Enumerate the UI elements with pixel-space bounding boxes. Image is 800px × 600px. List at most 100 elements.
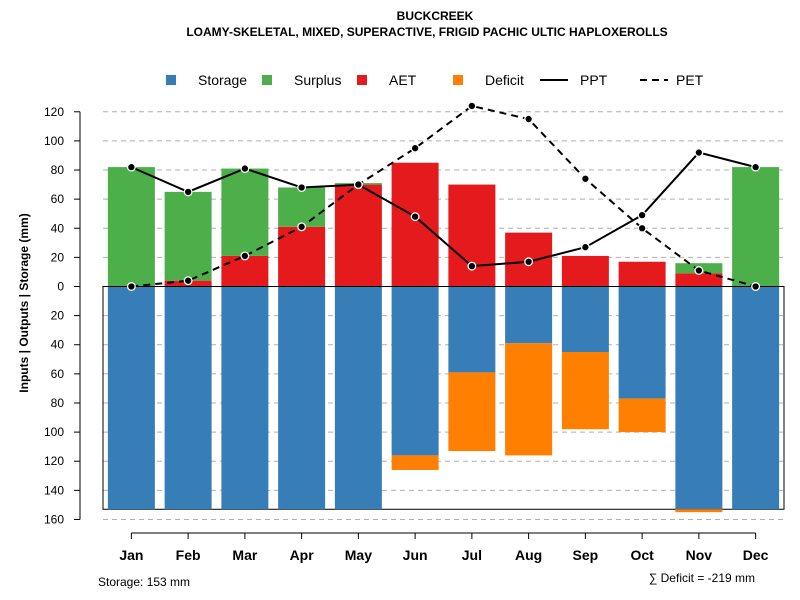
storage-bar xyxy=(448,286,496,373)
y-tick-label: 20 xyxy=(51,309,65,323)
aet-bar xyxy=(334,184,382,287)
surplus-bar xyxy=(107,167,155,287)
y-tick-label: 80 xyxy=(51,163,65,177)
deficit-note: ∑ Deficit = -219 mm xyxy=(649,571,755,585)
legend-swatch-deficit xyxy=(453,75,463,85)
x-tick-label: Aug xyxy=(515,547,542,563)
pet-point xyxy=(240,251,250,261)
deficit-bar xyxy=(618,398,666,433)
aet-bar xyxy=(561,255,609,287)
ppt-point xyxy=(410,212,420,222)
ppt-point xyxy=(183,187,193,197)
pet-point xyxy=(183,276,193,286)
x-tick-label: Jan xyxy=(119,547,143,563)
x-tick-label: Feb xyxy=(176,547,201,563)
pet-line xyxy=(131,104,756,288)
deficit-bar xyxy=(675,509,723,513)
x-tick-label: Oct xyxy=(630,547,654,563)
ppt-point xyxy=(297,183,307,192)
surplus-bar xyxy=(221,168,269,256)
storage-note: Storage: 153 mm xyxy=(98,575,190,589)
storage-bar xyxy=(561,286,609,353)
storage-bar xyxy=(505,286,553,344)
aet-bar xyxy=(278,226,326,287)
ppt-point xyxy=(694,148,704,157)
legend-label-surplus: Surplus xyxy=(294,72,341,88)
ppt-line xyxy=(130,151,756,268)
pet-point xyxy=(297,222,307,232)
storage-bar xyxy=(675,286,723,510)
aet-bar xyxy=(675,273,723,287)
pet-point xyxy=(126,282,136,291)
legend-label-deficit: Deficit xyxy=(485,72,524,88)
surplus-bar xyxy=(732,167,780,287)
x-tick-label: Apr xyxy=(290,547,315,563)
storage-bar xyxy=(164,286,212,510)
ppt-point xyxy=(580,242,590,252)
aet-bar xyxy=(448,184,496,287)
x-tick-label: Dec xyxy=(743,547,769,563)
deficit-bar xyxy=(391,455,439,470)
y-tick-label: 40 xyxy=(51,221,65,235)
chart-title: BUCKCREEK xyxy=(397,9,474,23)
y-tick-label: 100 xyxy=(44,134,64,148)
y-tick-label: 60 xyxy=(51,192,65,206)
legend-swatch-surplus xyxy=(262,75,272,85)
pet-point xyxy=(751,282,761,291)
y-tick-label: 100 xyxy=(44,425,64,439)
gridlines xyxy=(103,111,784,520)
legend-swatch-aet xyxy=(357,75,367,85)
y-tick-label: 40 xyxy=(51,338,65,352)
x-tick-label: Nov xyxy=(686,547,713,563)
pet-point xyxy=(580,174,590,184)
legend-label-aet: AET xyxy=(389,72,417,88)
aet-bar xyxy=(391,162,439,287)
pet-point xyxy=(467,101,477,111)
aet-bar xyxy=(618,261,666,287)
surplus-bar xyxy=(164,191,212,281)
ppt-point xyxy=(524,257,534,267)
ppt-point xyxy=(353,180,363,190)
y-tick-label: 0 xyxy=(57,280,64,294)
ppt-point xyxy=(467,261,477,271)
storage-bar xyxy=(334,286,382,510)
y-axis-label: Inputs | Outputs | Storage (mm) xyxy=(17,213,31,392)
surplus-bar xyxy=(278,187,326,227)
y-tick-label: 20 xyxy=(51,250,65,264)
y-tick-label: 140 xyxy=(44,483,64,497)
y-tick-label: 120 xyxy=(44,105,64,119)
storage-bar xyxy=(107,286,155,510)
x-tick-label: Jul xyxy=(462,547,482,563)
deficit-bar xyxy=(505,343,553,456)
x-tick-label: Sep xyxy=(573,547,599,563)
legend: Storage Surplus AET Deficit PPT PET xyxy=(166,72,704,88)
ppt-point xyxy=(240,164,250,174)
y-tick-label: 120 xyxy=(44,454,64,468)
ppt-point xyxy=(637,210,647,220)
y-tick-label: 160 xyxy=(44,512,64,526)
legend-label-storage: Storage xyxy=(198,72,247,88)
axes: 120 100 80 60 40 20 0 20 40 60 80 100 120 140 160 Jan Fe… xyxy=(44,105,769,563)
storage-bar xyxy=(221,286,269,510)
pet-point xyxy=(524,114,534,124)
chart-subtitle: LOAMY-SKELETAL, MIXED, SUPERACTIVE, FRIG… xyxy=(186,25,667,39)
legend-swatch-storage xyxy=(166,75,176,85)
line-layer xyxy=(126,101,761,291)
x-tick-label: Jun xyxy=(403,547,428,563)
y-tick-label: 80 xyxy=(51,396,65,410)
pet-point xyxy=(637,223,647,233)
storage-bar xyxy=(618,286,666,399)
x-tick-label: May xyxy=(345,547,372,563)
deficit-bar xyxy=(448,372,496,452)
ppt-point xyxy=(751,162,761,172)
y-tick-label: 60 xyxy=(51,367,65,381)
storage-bar xyxy=(391,286,439,456)
legend-label-pet: PET xyxy=(676,72,704,88)
legend-label-ppt: PPT xyxy=(580,72,608,88)
pet-point xyxy=(694,266,704,275)
pet-point xyxy=(410,143,420,153)
bar-layer xyxy=(102,162,785,513)
aet-bar xyxy=(221,255,269,287)
storage-bar xyxy=(278,286,326,510)
